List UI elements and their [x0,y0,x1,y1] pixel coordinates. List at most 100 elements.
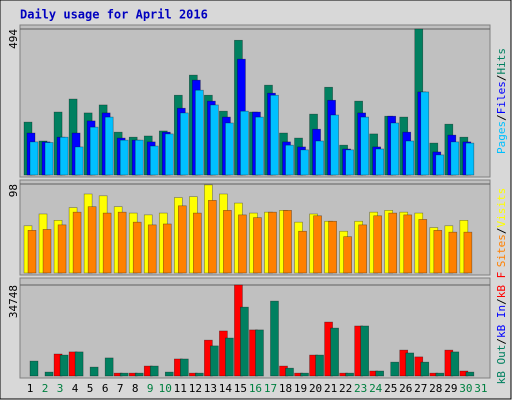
bar [44,371,54,377]
bar [330,327,339,377]
bar [375,370,384,377]
x-tick-label: 2 [42,382,49,395]
bar [195,372,204,377]
bar [89,126,99,176]
x-tick-label: 4 [72,382,79,395]
bar [463,231,473,274]
bar [345,149,354,176]
y-tick-label: 34748 [7,285,20,318]
x-tick-label: 7 [117,382,124,395]
legend-separator: / [495,338,508,345]
legend-entry: kB F [495,272,508,299]
bar [420,91,430,176]
legend-separator: / [495,298,508,305]
bar [240,110,249,176]
bar [300,149,309,176]
bar [450,141,460,176]
x-tick-label: 20 [309,382,322,395]
x-tick-label: 9 [147,382,154,395]
x-tick-label: 15 [234,382,247,395]
bar [74,351,84,377]
bar [134,372,144,377]
x-tick-label: 14 [219,382,233,395]
chart-title: Daily usage for April 2016 [20,8,208,22]
bar [375,148,384,176]
legend-entry: kB In [495,305,508,338]
bar [119,372,129,377]
bar [358,224,367,274]
bar [87,206,97,274]
x-tick-label: 21 [324,382,337,395]
x-tick-label: 30 [459,382,472,395]
bar [270,94,279,176]
x-tick-label: 10 [159,382,172,395]
legend-entry: Hits [495,48,508,75]
bar [435,154,445,176]
bar [390,122,400,176]
x-tick-label: 22 [339,382,352,395]
bar [195,89,204,176]
x-tick-label: 27 [414,382,427,395]
bar [193,212,202,274]
legend-entry: Files [495,81,508,114]
bar [162,223,172,274]
bar [298,230,307,274]
bar [178,205,187,274]
legend: Sites/Visits [495,188,508,268]
bar [448,231,458,274]
x-tick-label: 13 [204,382,217,395]
x-tick-label: 8 [132,382,139,395]
bar [223,210,232,274]
bar [343,236,352,274]
bar [59,136,69,176]
x-tick-label: 25 [384,382,397,395]
bar [255,116,264,176]
bar [208,200,217,274]
bar [210,345,219,377]
y-tick-label: 494 [7,29,20,49]
x-tick-label: 19 [294,382,307,395]
bar [360,325,369,377]
bar [240,306,249,377]
bar [285,144,294,176]
bar [210,104,219,176]
x-tick-label: 12 [189,382,202,395]
x-tick-label: 28 [429,382,442,395]
bar [405,352,415,377]
legend: kB Out/kB In/kB F [495,272,508,385]
bar [283,210,292,274]
bar [268,211,277,274]
x-tick-label: 23 [354,382,367,395]
bar [134,139,144,176]
bar [435,372,445,377]
bar [119,139,129,176]
bar [117,211,127,274]
bar [388,212,398,274]
bar [27,230,37,274]
x-tick-label: 29 [444,382,457,395]
bar [164,371,174,377]
bar [164,133,174,176]
bar [270,300,279,377]
legend: Pages/Files/Hits [495,48,508,154]
bar [360,116,369,176]
bar [418,219,428,274]
bar [59,354,69,377]
bar [72,211,82,274]
bar [450,351,460,377]
bar [465,371,475,377]
bar [315,354,324,377]
x-tick-label: 3 [57,382,64,395]
bar [315,140,324,176]
legend-separator: / [495,114,508,121]
x-tick-label: 6 [102,382,109,395]
bar [255,329,264,377]
bar [345,372,354,377]
x-tick-label: 11 [174,382,187,395]
legend-entry: Sites [495,234,508,267]
x-tick-label: 1 [27,382,34,395]
bar [403,214,413,274]
bar [104,116,114,176]
bar [29,360,39,377]
